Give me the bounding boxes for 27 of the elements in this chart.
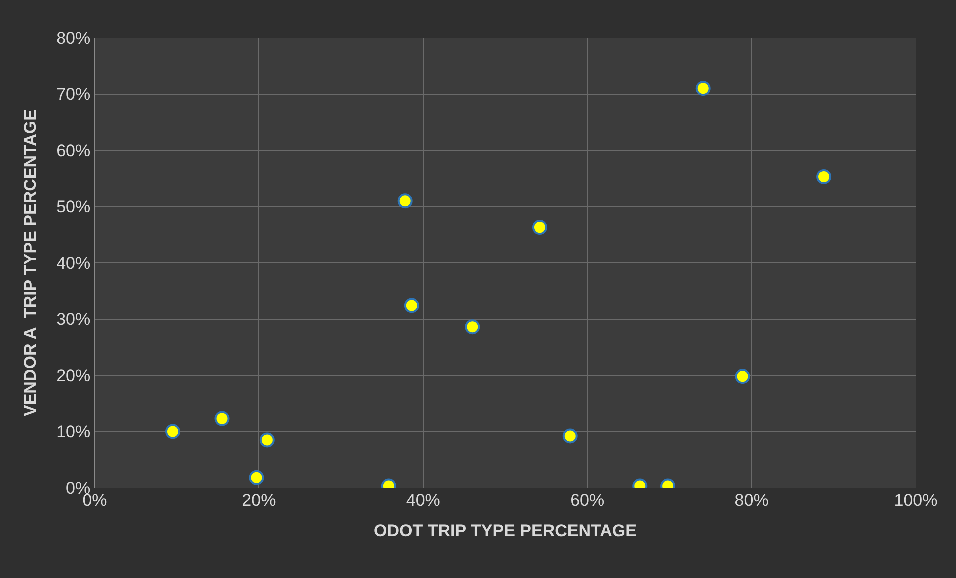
point [735, 369, 750, 384]
y-tick-label: 60% [56, 141, 91, 160]
point [404, 298, 420, 314]
y-tick-label: 80% [56, 28, 91, 48]
y-tick-label: 40% [56, 254, 91, 273]
point [249, 470, 264, 486]
point [562, 428, 578, 444]
point [465, 320, 480, 335]
point [532, 220, 548, 236]
point [166, 424, 180, 440]
y-tick-label: 30% [56, 310, 91, 330]
y-tick-label: 50% [56, 198, 91, 217]
point [214, 411, 230, 426]
y-tick-label: 20% [56, 366, 91, 386]
point [260, 432, 275, 448]
x-tick-label: 40% [406, 491, 440, 510]
y-tick-label: 70% [56, 85, 91, 104]
x-axis-title: ODOT TRIP TYPE PERCENTAGE [374, 521, 637, 540]
point [696, 81, 711, 96]
point [398, 194, 413, 209]
point [816, 169, 832, 184]
y-tick-label: 10% [56, 422, 91, 442]
x-tick-label: 60% [570, 491, 605, 510]
x-tick-label: 80% [734, 491, 769, 510]
x-tick-label: 100% [894, 491, 938, 510]
y-axis-title: VENDOR A TRIP TYPE PERCENTAGE [21, 110, 40, 416]
x-tick-label: 20% [242, 491, 276, 510]
